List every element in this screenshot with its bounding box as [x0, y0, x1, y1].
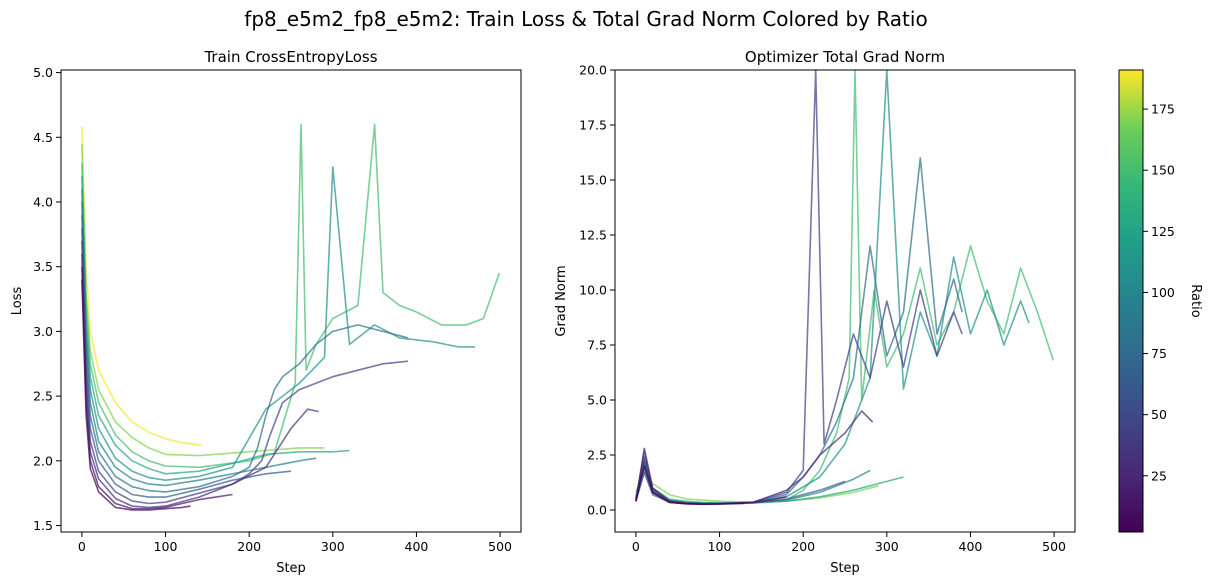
x-tick-label: 300 — [321, 539, 345, 554]
y-tick-label: 15.0 — [579, 173, 607, 188]
y-tick-label: 20.0 — [579, 63, 607, 78]
x-tick-label: 200 — [237, 539, 261, 554]
y-tick-label: 2.5 — [587, 448, 607, 463]
colorbar-tick-label: 125 — [1151, 224, 1175, 239]
colorbar-label: Ratio — [1188, 284, 1203, 317]
loss-series-line-10 — [81, 266, 233, 510]
gradnorm-y-label: Grad Norm — [554, 265, 569, 336]
gradnorm-series-line-1 — [635, 69, 1055, 504]
loss-series-line-6 — [81, 214, 409, 493]
loss-x-ticks: 0 100 200 300 400 500 — [78, 532, 512, 554]
y-tick-label: 3.5 — [33, 259, 53, 274]
gradnorm-x-label: Step — [830, 561, 860, 576]
y-tick-label: 5.0 — [587, 393, 607, 408]
loss-y-label: Loss — [10, 287, 25, 316]
x-tick-label: 400 — [959, 539, 983, 554]
loss-series-line-3 — [81, 176, 350, 475]
y-tick-label: 10.0 — [579, 283, 607, 298]
gradnorm-panel: Optimizer Total Grad Norm 0 100 200 300 400 5… — [554, 48, 1076, 576]
loss-x-label: Step — [276, 561, 306, 576]
y-tick-label: 3.0 — [33, 324, 53, 339]
loss-series-line-9 — [81, 253, 319, 509]
y-tick-label: 7.5 — [587, 338, 607, 353]
gradnorm-series-group — [635, 69, 1055, 506]
gradnorm-y-ticks: 0.0 2.5 5.0 7.5 10.0 12.5 15.0 17.5 20.0 — [579, 63, 615, 518]
loss-series-group — [81, 123, 501, 511]
x-tick-label: 0 — [78, 539, 86, 554]
figure-suptitle: fp8_e5m2_fp8_e5m2: Train Loss & Total Gr… — [244, 7, 927, 31]
loss-panel: Train CrossEntropyLoss 0 100 200 300 400 500 … — [10, 48, 522, 576]
loss-series-line-4 — [81, 166, 475, 482]
x-tick-label: 0 — [632, 539, 640, 554]
colorbar-tick-label: 75 — [1151, 346, 1167, 361]
gradnorm-series-line-0 — [635, 467, 879, 504]
gradnorm-series-line-3 — [635, 69, 1030, 505]
gradnorm-panel-title: Optimizer Total Grad Norm — [745, 48, 945, 66]
colorbar-ticks: 25 50 75 100 125 150 175 — [1143, 102, 1175, 483]
loss-y-ticks: 1.5 2.0 2.5 3.0 3.5 4.0 4.5 5.0 — [33, 65, 61, 533]
gradnorm-series-line-5 — [635, 157, 963, 505]
colorbar-tick-label: 50 — [1151, 407, 1167, 422]
y-tick-label: 17.5 — [579, 118, 607, 133]
gradnorm-series-line-7 — [635, 69, 963, 505]
loss-series-line-8 — [81, 240, 409, 505]
x-tick-label: 300 — [875, 539, 899, 554]
loss-series-line-7 — [81, 227, 292, 498]
x-tick-label: 200 — [791, 539, 815, 554]
y-tick-label: 2.5 — [33, 389, 53, 404]
y-tick-label: 1.5 — [33, 518, 53, 533]
colorbar-tick-label: 100 — [1151, 285, 1175, 300]
loss-series-line-1 — [81, 143, 325, 457]
loss-series-line-2 — [81, 123, 501, 469]
y-tick-label: 2.0 — [33, 453, 53, 468]
x-tick-label: 500 — [488, 539, 512, 554]
gradnorm-plot-frame — [614, 69, 1076, 533]
x-tick-label: 100 — [708, 539, 732, 554]
y-tick-label: 4.5 — [33, 130, 53, 145]
colorbar-tick-label: 150 — [1151, 163, 1175, 178]
x-tick-label: 100 — [154, 539, 178, 554]
y-tick-label: 4.0 — [33, 195, 53, 210]
loss-series-line-0 — [81, 126, 202, 447]
x-tick-label: 400 — [405, 539, 429, 554]
x-tick-label: 500 — [1042, 539, 1066, 554]
y-tick-label: 12.5 — [579, 228, 607, 243]
loss-panel-title: Train CrossEntropyLoss — [203, 48, 377, 66]
gradnorm-x-ticks: 0 100 200 300 400 500 — [632, 532, 1066, 554]
y-tick-label: 5.0 — [33, 65, 53, 80]
gradnorm-series-line-8 — [635, 410, 874, 505]
colorbar-gradient — [1118, 69, 1144, 533]
loss-plot-frame — [60, 69, 522, 533]
colorbar-tick-label: 25 — [1151, 468, 1167, 483]
y-tick-label: 0.0 — [587, 503, 607, 518]
colorbar-tick-label: 175 — [1151, 102, 1175, 117]
colorbar: 25 50 75 100 125 150 175 Ratio — [1118, 69, 1203, 533]
loss-series-line-11 — [81, 279, 191, 511]
gradnorm-series-line-10 — [635, 465, 745, 506]
